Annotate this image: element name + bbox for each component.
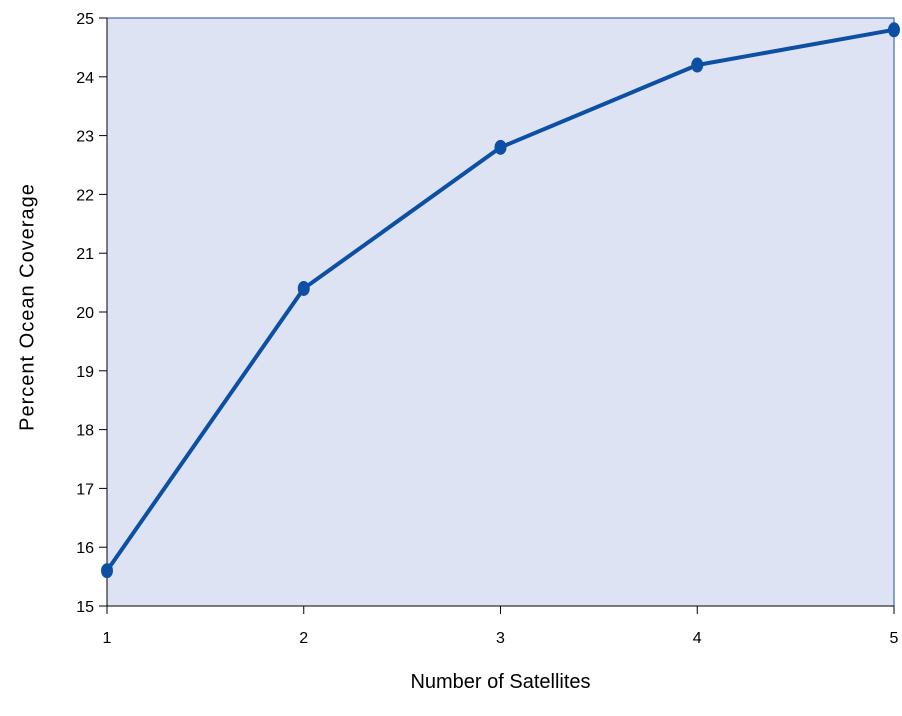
y-tick-label: 16 — [76, 540, 94, 557]
x-axis-title: Number of Satellites — [410, 671, 590, 693]
y-tick-label: 18 — [76, 423, 94, 440]
y-tick-label: 22 — [76, 187, 94, 204]
data-point — [888, 22, 900, 38]
y-tick-label: 21 — [76, 246, 94, 263]
data-points — [101, 22, 900, 579]
x-tick-label: 2 — [299, 630, 308, 647]
y-tick-label: 17 — [76, 481, 94, 498]
data-point — [101, 563, 113, 579]
x-tick-label: 4 — [693, 630, 702, 647]
y-tick-label: 24 — [76, 70, 94, 87]
data-point — [297, 280, 310, 296]
x-axis: 1 2 3 4 5 — [103, 605, 899, 647]
y-tick-label: 25 — [76, 11, 94, 28]
x-tick-label: 1 — [103, 630, 112, 647]
y-tick-label: 23 — [76, 129, 94, 146]
x-tick-label: 5 — [890, 630, 899, 647]
y-axis-title: Percent Ocean Coverage — [16, 183, 38, 431]
data-point — [494, 139, 507, 155]
plot-area — [106, 17, 895, 607]
y-axis: 15 16 17 18 19 20 21 22 23 24 25 — [76, 11, 108, 616]
data-point — [691, 57, 704, 73]
y-tick-label: 19 — [76, 364, 94, 381]
y-tick-label: 15 — [76, 599, 94, 616]
y-tick-label: 20 — [76, 305, 94, 322]
x-tick-label: 3 — [496, 630, 505, 647]
